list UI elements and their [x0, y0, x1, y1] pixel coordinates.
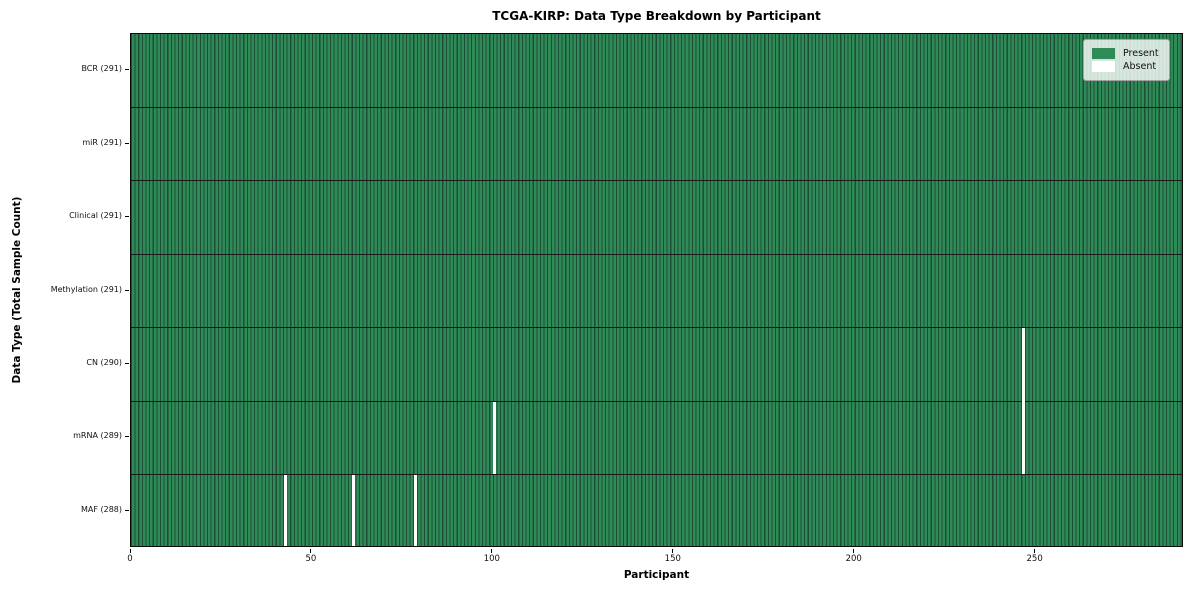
absent-cell [1021, 328, 1025, 401]
legend-swatch-present-icon [1092, 48, 1115, 59]
chart-title: TCGA-KIRP: Data Type Breakdown by Partic… [492, 9, 821, 23]
legend-item-present: Present [1092, 48, 1159, 59]
y-tick-mark [124, 142, 129, 144]
row-separator [131, 253, 1182, 255]
y-tick-label: MAF (288) [80, 504, 122, 514]
row-separator [131, 474, 1182, 476]
row-separator [131, 327, 1182, 329]
legend-label-absent: Absent [1123, 61, 1157, 72]
x-tick-mark [310, 548, 312, 553]
y-tick-label: mRNA (289) [73, 431, 122, 441]
absent-cell [413, 475, 417, 546]
x-axis-label: Participant [623, 569, 690, 581]
legend: Present Absent [1083, 39, 1170, 81]
y-tick-label: CN (290) [86, 357, 122, 367]
row-separator [131, 106, 1182, 108]
legend-label-present: Present [1123, 48, 1159, 59]
x-tick-mark [129, 548, 131, 553]
legend-item-absent: Absent [1092, 61, 1159, 72]
absent-cell [352, 475, 356, 546]
x-tick-mark [672, 548, 674, 553]
x-tick-mark [491, 548, 493, 553]
absent-cell [1021, 400, 1025, 474]
absent-cell [493, 401, 497, 474]
x-tick-label: 200 [845, 553, 862, 564]
y-tick-mark [124, 362, 129, 364]
x-tick-label: 150 [664, 553, 681, 564]
legend-swatch-absent-icon [1092, 61, 1115, 72]
x-tick-label: 50 [305, 553, 317, 564]
x-tick-label: 100 [483, 553, 500, 564]
y-tick-mark [124, 289, 129, 291]
absent-cell [283, 475, 287, 546]
y-tick-label: Clinical (291) [69, 211, 122, 221]
y-tick-mark [124, 216, 129, 218]
plot-area [130, 33, 1183, 547]
row-separator [131, 400, 1182, 402]
y-tick-label: Methylation (291) [50, 284, 122, 294]
y-tick-mark [124, 509, 129, 511]
y-tick-label: miR (291) [82, 137, 122, 147]
x-tick-mark [853, 548, 855, 553]
row-separator [131, 180, 1182, 182]
x-tick-mark [1034, 548, 1036, 553]
y-tick-label: BCR (291) [81, 64, 122, 74]
y-tick-mark [124, 69, 129, 71]
x-tick-label: 0 [127, 553, 133, 564]
x-tick-label: 250 [1026, 553, 1043, 564]
y-tick-mark [124, 436, 129, 438]
